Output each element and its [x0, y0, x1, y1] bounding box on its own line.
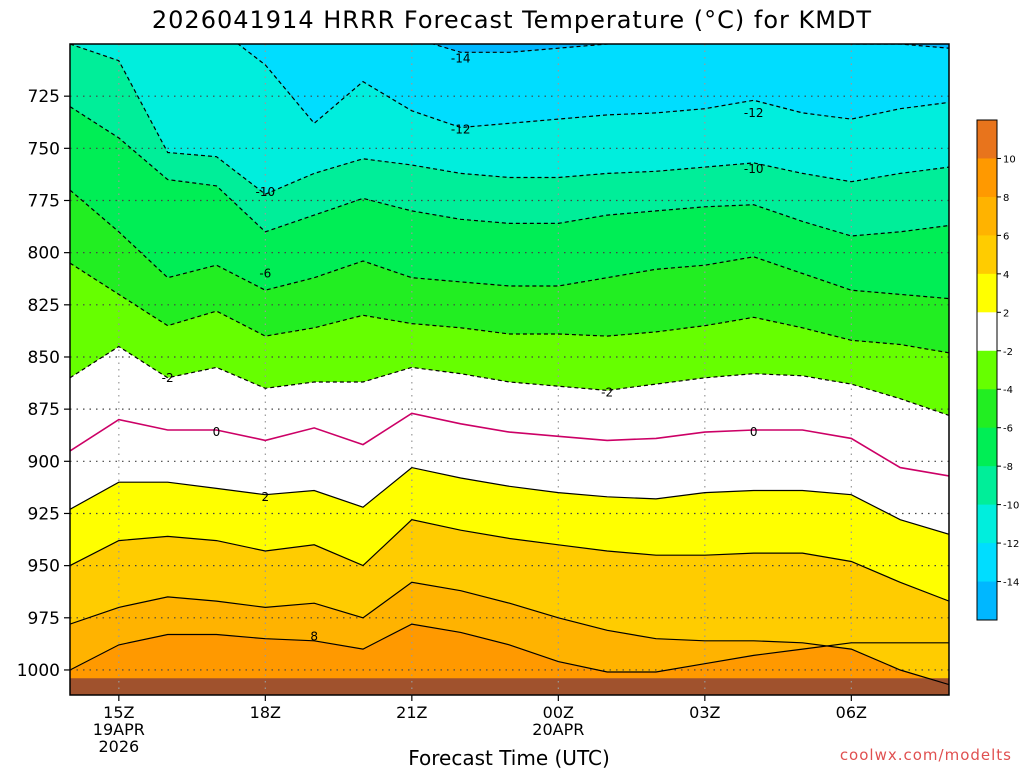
colorbar-swatch — [977, 120, 997, 159]
isotherm-label: -12 — [744, 106, 764, 120]
x-axis-title: Forecast Time (UTC) — [408, 746, 610, 768]
credit-text: coolwx.com/modelts — [840, 746, 1012, 764]
y-tick-label: 925 — [28, 504, 60, 524]
y-tick-label: 775 — [28, 191, 60, 211]
grid-lines — [70, 44, 949, 695]
colorbar-swatch — [977, 312, 997, 352]
colorbar-label: -2 — [1003, 347, 1013, 358]
x-tick-label: 00Z — [543, 703, 574, 722]
temperature-band-2 — [70, 346, 949, 535]
colorbar-swatch — [977, 350, 997, 390]
isotherm-label: 8 — [310, 630, 318, 644]
colorbar-label: 6 — [1003, 231, 1009, 242]
colorbar-label: -12 — [1003, 539, 1019, 550]
x-tick-label: 19APR — [93, 720, 145, 739]
x-tick-label: 18Z — [250, 703, 281, 722]
y-tick-label: 750 — [28, 139, 60, 159]
x-tick-label: 03Z — [689, 703, 720, 722]
isotherm-neg4 — [70, 262, 949, 354]
isotherm-label: -12 — [451, 123, 471, 137]
isotherm-neg14 — [430, 44, 949, 53]
temperature-band-neg8 — [70, 44, 949, 236]
ground-fill — [70, 678, 949, 695]
isotherm-label: -2 — [162, 371, 174, 385]
isotherm-lines — [70, 44, 949, 686]
isotherm-label: -10 — [744, 162, 764, 176]
plot-frame — [69, 43, 950, 696]
x-tick-label: 21Z — [396, 703, 427, 722]
isotherm-0 — [70, 412, 949, 477]
temperature-band-neg12 — [238, 44, 949, 128]
colorbar-swatch — [977, 504, 997, 544]
colorbar-label: -6 — [1003, 424, 1013, 435]
y-tick-label: 725 — [28, 87, 60, 107]
colorbar-swatch — [977, 235, 997, 275]
isotherm-label: -14 — [451, 52, 471, 66]
y-tick-label: 800 — [28, 244, 60, 264]
chart-title: 2026041914 HRRR Forecast Temperature (°C… — [152, 6, 872, 34]
temperature-bands — [70, 44, 949, 695]
colorbar-swatch — [977, 389, 997, 429]
temperature-band-neg2 — [70, 263, 949, 416]
isotherm-label: 2 — [262, 490, 270, 504]
temperature-band-neg14 — [432, 44, 949, 53]
isotherm-neg8 — [70, 106, 949, 237]
colorbar-swatch — [977, 543, 997, 583]
colorbar-swatch — [977, 581, 997, 621]
x-tick-label: 15Z — [103, 703, 134, 722]
colorbar-label: -4 — [1003, 385, 1013, 396]
colorbar-label: 4 — [1003, 270, 1009, 281]
colorbar-swatch — [977, 466, 997, 506]
x-tick-label: 2026 — [98, 737, 139, 756]
temperature-band-4 — [70, 467, 949, 602]
isotherm-label: 0 — [213, 425, 221, 439]
colorbar-label: -14 — [1003, 578, 1019, 589]
colorbar-label: -8 — [1003, 462, 1013, 473]
y-axis: 725 750 775 800 825 850 875 900 925 950 975 1000 — [17, 87, 70, 681]
isotherm-label: 0 — [750, 425, 758, 439]
isotherm-label: -10 — [256, 185, 276, 199]
temperature-band-neg4 — [70, 190, 949, 353]
temperature-band-neg10 — [70, 44, 949, 195]
isotherm-label: -2 — [601, 385, 613, 399]
isotherm-labels: -14 -12 -12 -10 -10 -6 -2 -2 0 0 2 8 — [162, 52, 764, 644]
colorbar-swatch — [977, 427, 997, 467]
temperature-band-neg6 — [70, 106, 949, 299]
colorbar-label: 2 — [1003, 308, 1009, 319]
y-tick-label: 850 — [28, 348, 60, 368]
colorbar-swatch — [977, 273, 997, 313]
temperature-band-6 — [70, 519, 949, 685]
y-tick-label: 900 — [28, 452, 60, 472]
x-tick-label: 20APR — [532, 720, 584, 739]
colorbar-label: 10 — [1003, 154, 1016, 165]
colorbar-label: 8 — [1003, 193, 1009, 204]
colorbar-label: -10 — [1003, 501, 1019, 512]
colorbar-swatch — [977, 196, 997, 236]
colorbar: 10 8 6 4 2 -2 -4 -6 -8 -10 -12 -14 — [976, 119, 1019, 621]
isotherm-8 — [70, 623, 949, 673]
isotherm-neg6 — [70, 189, 949, 300]
isotherm-2 — [70, 466, 949, 535]
y-tick-label: 975 — [28, 609, 60, 629]
isotherm-4 — [70, 519, 949, 602]
y-tick-label: 950 — [28, 557, 60, 577]
y-tick-label: 825 — [28, 296, 60, 316]
isotherm-label: -6 — [259, 267, 271, 281]
colorbar-swatch — [977, 158, 997, 198]
x-tick-label: 06Z — [836, 703, 867, 722]
isotherm-6 — [70, 581, 949, 686]
colorbar-frame — [976, 119, 998, 621]
y-tick-label: 875 — [28, 400, 60, 420]
temperature-band-10 — [70, 624, 949, 695]
isotherm-neg10 — [70, 44, 949, 195]
y-tick-label: 1000 — [17, 661, 60, 681]
ground-layer — [70, 678, 949, 695]
